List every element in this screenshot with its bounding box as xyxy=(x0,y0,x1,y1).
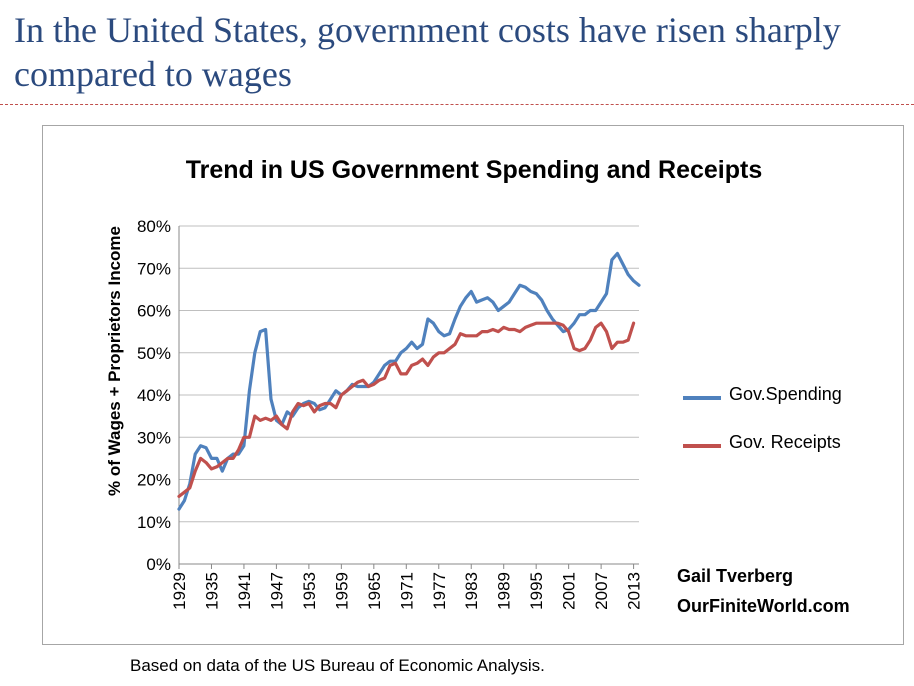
x-tick-label: 1941 xyxy=(235,572,254,610)
legend-swatch-receipts xyxy=(683,444,721,448)
x-tick-label: 1965 xyxy=(365,572,384,610)
credit-author: Gail Tverberg xyxy=(677,566,794,586)
x-tick-labels: 1929 1935 1941 1947 1953 1959 1965 1971 1977 1983… xyxy=(170,564,644,610)
y-tick-label: 80% xyxy=(137,217,171,236)
x-tick-label: 1953 xyxy=(300,572,319,610)
chart-plot: 0%10%20%30%40%50%60%70%80% 1929 1935 1941 1… xyxy=(137,217,644,610)
x-tick-label: 2013 xyxy=(625,572,644,610)
slide-title: In the United States, government costs h… xyxy=(14,10,841,94)
y-tick-label: 60% xyxy=(137,302,171,321)
x-tick-label: 1971 xyxy=(397,572,416,610)
y-tick-label: 40% xyxy=(137,386,171,405)
x-tick-label: 1959 xyxy=(332,572,351,610)
series-line-gov-spending xyxy=(177,251,641,511)
series-lines xyxy=(177,251,641,511)
title-divider xyxy=(0,104,914,105)
source-note: Based on data of the US Bureau of Econom… xyxy=(130,656,545,675)
x-tick-label: 1989 xyxy=(495,572,514,610)
y-axis-label: % of Wages + Proprietors Income xyxy=(105,225,124,497)
y-tick-label: 10% xyxy=(137,513,171,532)
series-line-gov-receipts xyxy=(177,321,636,498)
y-tick-labels: 0% 10% 20% 30% 40% 50% 60% 70% 80% xyxy=(137,217,171,574)
x-tick-label: 1983 xyxy=(462,572,481,610)
legend-label-spending: Gov.Spending xyxy=(729,384,842,404)
chart-title: Trend in US Government Spending and Rece… xyxy=(185,156,763,184)
y-tick-label: 20% xyxy=(137,471,171,490)
legend-swatch-spending xyxy=(683,396,721,400)
x-tick-label: 1995 xyxy=(527,572,546,610)
y-tick-label: 0% xyxy=(146,555,171,574)
x-tick-label: 1977 xyxy=(430,572,449,610)
x-tick-label: 2001 xyxy=(560,572,579,610)
credit-website: OurFiniteWorld.com xyxy=(677,596,850,616)
chart-frame: 0% 10% 20% 30% 40% 50% 60% 70% 80% 1929 1935 1941 1… xyxy=(42,125,904,645)
y-tick-label: 30% xyxy=(137,428,171,447)
y-tick-label: 70% xyxy=(137,259,171,278)
y-tick-label: 50% xyxy=(137,344,171,363)
legend-label-receipts: Gov. Receipts xyxy=(729,432,841,452)
x-tick-label: 1935 xyxy=(202,572,221,610)
x-tick-label: 1947 xyxy=(267,572,286,610)
x-tick-label: 2007 xyxy=(592,572,611,610)
x-tick-label: 1929 xyxy=(170,572,189,610)
